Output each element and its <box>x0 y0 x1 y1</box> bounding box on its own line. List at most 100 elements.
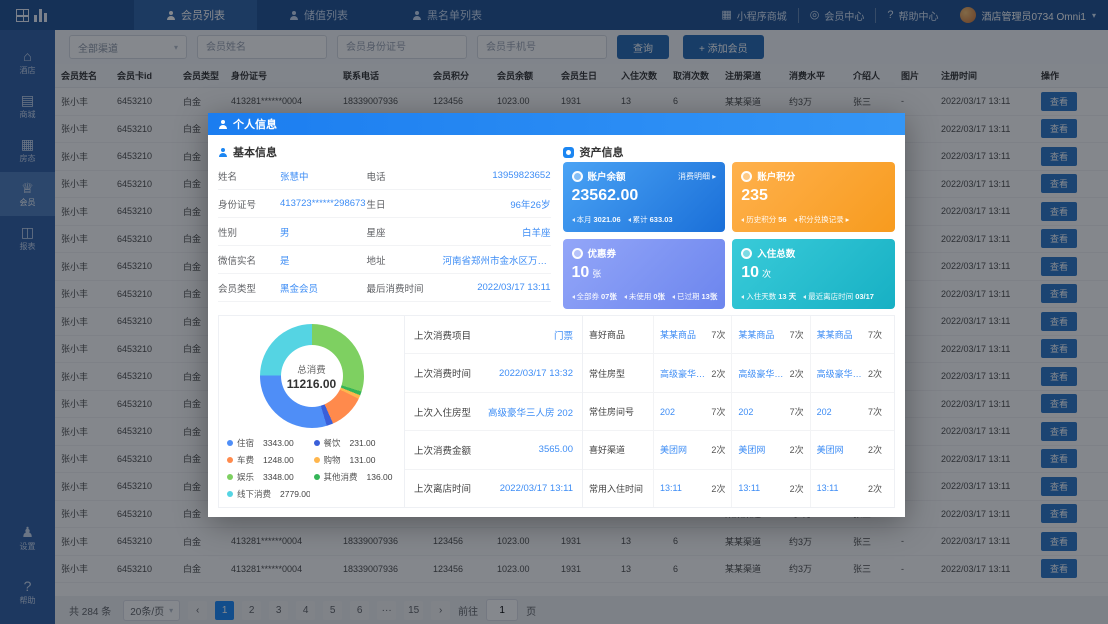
asset-card-link[interactable]: 消费明细 ▸ <box>678 171 717 181</box>
asset-card-footnote: 入住天数 13 天 <box>741 291 796 302</box>
recent-label: 上次消费时间 <box>414 369 472 381</box>
asset-card-value: 235 <box>741 187 768 204</box>
modal-header: 个人信息 <box>208 113 905 135</box>
recent-row: 上次消费金额 3565.00 <box>405 431 582 470</box>
preference-item: 202 7次 <box>809 392 888 431</box>
asset-card: 入住总数 10 次 <box>732 239 895 309</box>
asset-card: 优惠券 10 张 <box>562 239 726 309</box>
preference-label: 常住房型 <box>589 368 626 379</box>
info-value: 是 <box>280 255 290 267</box>
asset-card: 账户积分 235 <box>732 162 895 232</box>
modal-title: 个人信息 <box>233 119 277 131</box>
legend-value: 2779.00 <box>280 489 310 499</box>
legend-dot <box>313 474 320 480</box>
legend-value: 3343.00 <box>263 438 294 448</box>
preference-row: 常住房间号 202 7次 202 <box>583 392 894 432</box>
preference-row: 常住房型 高级豪华三人房 2次 高级豪 <box>583 354 894 393</box>
asset-card-unit: 次 <box>762 269 772 279</box>
recent-label: 上次入住房型 <box>414 407 472 419</box>
asset-card-title: 优惠券 <box>587 249 617 260</box>
info-value: 2022/03/17 13:11 <box>477 282 551 293</box>
asset-card-footnote: 累计 633.03 <box>627 214 673 225</box>
info-label: 电话 <box>366 171 386 183</box>
legend-label: 住宿 <box>237 438 255 448</box>
recent-consumption-panel: 上次消费项目 门票 上次消费时间 2022/03/17 13:32 上次入住房型… <box>405 316 583 507</box>
legend-value: 136.00 <box>366 472 393 482</box>
preference-row: 喜好商品 某某商品 7次 某某商品 <box>583 316 894 355</box>
coin-icon <box>741 170 753 182</box>
preference-item: 高级豪华三人房 2次 <box>731 354 809 392</box>
donut-center-label: 总消费 <box>297 364 326 376</box>
person-icon <box>218 148 227 157</box>
legend-item: 购物 131.00 <box>313 454 397 466</box>
asset-card: 账户余额 消费明细 ▸ 23562.00 <box>562 162 726 232</box>
legend-item: 其他消费 136.00 <box>313 471 397 483</box>
wallet-icon <box>562 146 574 158</box>
info-value: 13959823652 <box>492 170 551 181</box>
recent-row: 上次消费时间 2022/03/17 13:32 <box>405 354 582 393</box>
asset-card-footnote: 全部券 07张 <box>571 291 617 302</box>
basic-info-row: 微信实名 是 地址 河南省郑州市金水区万达中心 <box>218 246 551 274</box>
person-icon <box>218 120 227 129</box>
asset-info-section: 资产信息 账户余额 消费明细 ▸ <box>562 142 895 309</box>
modal-body: 基本信息 姓名 张慧中 电话 13959823652 <box>208 135 905 517</box>
donut-center-value: 11216.00 <box>286 376 337 391</box>
info-label: 身份证号 <box>218 199 257 211</box>
preference-item: 13:11 2次 <box>809 469 888 508</box>
asset-info-title: 资产信息 <box>579 147 624 159</box>
consumption-donut-panel: 总消费 11216.00 住宿 3343.00 <box>219 316 405 507</box>
legend-value: 3348.00 <box>263 472 294 482</box>
info-label: 微信实名 <box>218 255 257 267</box>
asset-card-footnote: 历史积分 56 <box>741 214 787 225</box>
triangle-icon <box>793 217 797 222</box>
triangle-icon <box>741 217 745 222</box>
triangle-icon <box>571 217 575 222</box>
info-value: 张慧中 <box>280 171 309 183</box>
info-label: 姓名 <box>218 171 238 183</box>
legend-label: 车费 <box>237 455 255 465</box>
triangle-icon <box>627 217 631 222</box>
triangle-icon <box>741 294 745 299</box>
preference-label: 常住房间号 <box>589 407 635 418</box>
preference-row: 喜好渠道 美团网 2次 美团网 <box>583 431 894 470</box>
basic-info-row: 姓名 张慧中 电话 13959823652 <box>218 162 551 190</box>
asset-card-unit: 张 <box>592 269 602 279</box>
recent-label: 上次消费金额 <box>414 445 472 457</box>
recent-label: 上次消费项目 <box>414 330 472 342</box>
preferences-panel: 喜好商品 某某商品 7次 某某商品 <box>583 316 894 508</box>
info-label: 性别 <box>218 227 238 239</box>
preference-item: 202 7次 <box>653 392 731 431</box>
recent-row: 上次入住房型 高级豪华三人房 202 <box>405 393 582 432</box>
info-label: 星座 <box>366 227 386 239</box>
info-value: 白羊座 <box>521 227 551 239</box>
asset-card-footnote: 本月 3021.06 <box>571 214 621 225</box>
legend-label: 餐饮 <box>323 438 341 448</box>
asset-card-title: 入住总数 <box>757 249 796 260</box>
triangle-icon <box>803 294 807 299</box>
info-label: 地址 <box>366 255 386 267</box>
basic-info-row: 性别 男 星座 白羊座 <box>218 218 551 246</box>
preference-label: 喜好商品 <box>589 330 626 341</box>
triangle-icon <box>672 294 676 299</box>
preference-label: 喜好渠道 <box>589 445 626 456</box>
legend-item: 娱乐 3348.00 <box>227 471 310 483</box>
consumption-donut-chart: 总消费 11216.00 <box>259 324 364 428</box>
coin-icon <box>741 247 753 259</box>
basic-info-title: 基本信息 <box>233 147 277 159</box>
preference-item: 13:11 2次 <box>731 469 809 508</box>
asset-card-title: 账户余额 <box>587 172 626 183</box>
preference-item: 某某商品 7次 <box>809 316 888 354</box>
info-value: 河南省郑州市金水区万达中心 <box>442 255 550 267</box>
coin-icon <box>571 170 583 182</box>
info-value: 96年26岁 <box>510 199 551 211</box>
asset-card-footnote: 已过期 13张 <box>672 291 717 302</box>
legend-label: 娱乐 <box>237 472 255 482</box>
info-value: 黑金会员 <box>280 283 319 295</box>
info-label: 生日 <box>366 199 386 211</box>
legend-dot <box>227 474 233 480</box>
recent-value: 门票 <box>553 330 573 342</box>
legend-dot <box>227 457 233 463</box>
recent-value: 高级豪华三人房 202 <box>488 407 573 419</box>
legend-dot <box>313 457 320 463</box>
